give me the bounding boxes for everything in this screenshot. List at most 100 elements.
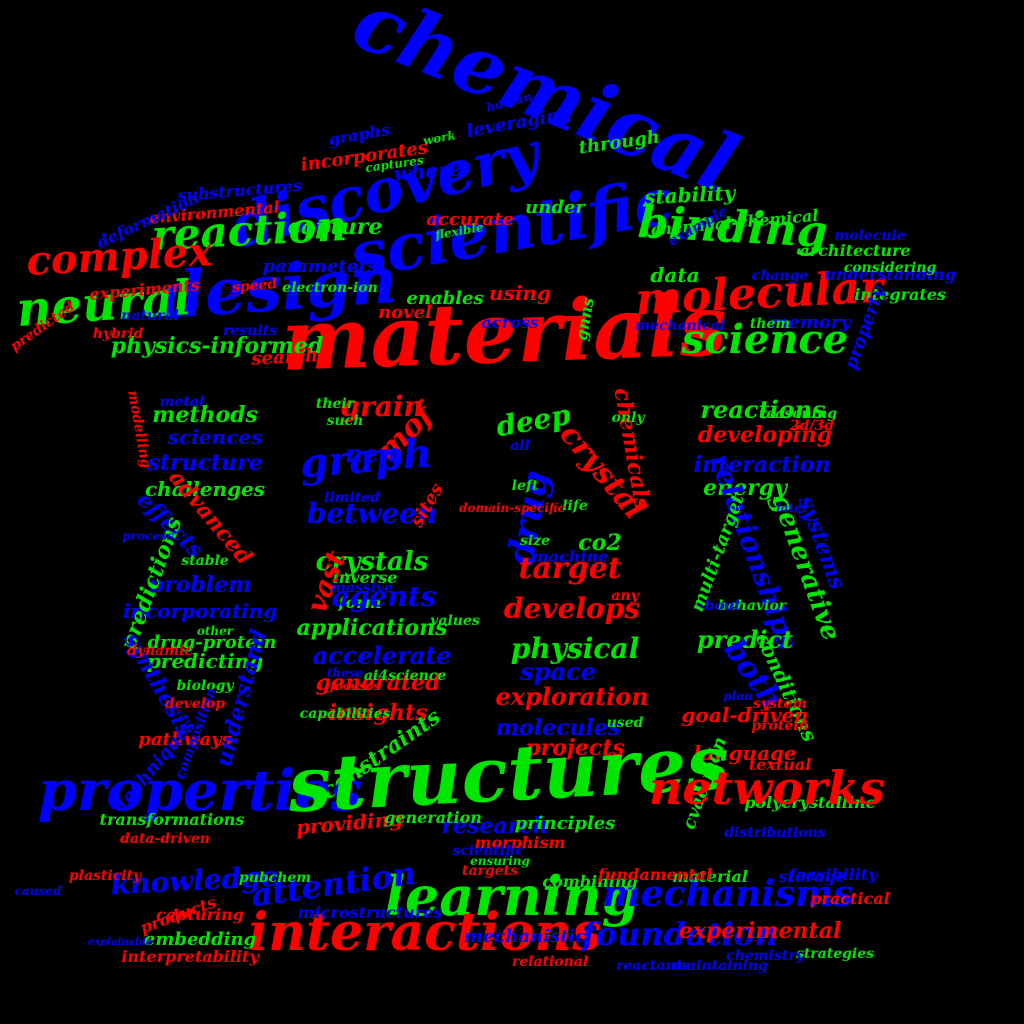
- word-capabilities: capabilities: [300, 706, 391, 722]
- word-interpretability: interpretability: [121, 947, 260, 966]
- word-these: these: [327, 666, 364, 680]
- word-energy: energy: [703, 475, 789, 501]
- word-goal-driven: goal-driven: [681, 703, 808, 727]
- word-natural: natural: [121, 308, 179, 324]
- word-targets: targets: [462, 863, 518, 879]
- word-using: using: [489, 281, 551, 305]
- word-explainable: explainable: [88, 937, 152, 948]
- word-electron-ion: electron-ion: [282, 280, 378, 296]
- word-stability: stability: [643, 181, 738, 210]
- word-parameters: parameters: [262, 256, 377, 277]
- word-neural: neural: [15, 270, 193, 338]
- word-crystals: crystals: [316, 547, 429, 577]
- word-form: form: [338, 593, 382, 612]
- word-used: used: [607, 715, 644, 731]
- word-morphism: morphism: [475, 833, 566, 852]
- word-other: other: [197, 624, 235, 638]
- word-foundation: foundation: [580, 915, 778, 953]
- word-incorporating: incorporating: [123, 599, 277, 623]
- word-machine: machine: [532, 547, 609, 566]
- word-such: such: [327, 413, 364, 429]
- word-search: search: [250, 345, 319, 370]
- word-size: size: [520, 533, 550, 549]
- word-domain-specific: domain-specific: [459, 501, 566, 515]
- word-hybrid: hybrid: [93, 326, 144, 342]
- word-pathways: pathways: [138, 729, 231, 750]
- word-storage: storage: [777, 867, 845, 886]
- word-properties: properties: [38, 758, 363, 824]
- word-ensuring: ensuring: [470, 854, 530, 868]
- word-accelerate: accelerate: [313, 641, 452, 670]
- word-drug-protein: drug-protein: [148, 632, 277, 653]
- word-embedding: embedding: [144, 929, 256, 950]
- word-science: science: [681, 316, 848, 363]
- word-chemistry: chemistry: [726, 948, 804, 964]
- word-enables: enables: [406, 288, 483, 309]
- word-mechanical: mechanical: [635, 318, 725, 334]
- word-plasticity: plasticity: [69, 868, 142, 884]
- word-pubchem: pubchem: [239, 870, 311, 886]
- word-considering: considering: [844, 260, 937, 276]
- word-develops: develops: [504, 592, 640, 625]
- word-combining: combining: [542, 872, 637, 891]
- word-problem: problem: [149, 572, 252, 598]
- word-any: any: [611, 588, 639, 604]
- word-only: only: [612, 410, 646, 426]
- word-graph: graph: [298, 429, 434, 487]
- word-results: results: [223, 323, 277, 339]
- word-maintaining: maintaining: [672, 958, 768, 974]
- word-physical: physical: [511, 632, 639, 665]
- word-materials: materials: [280, 275, 729, 389]
- word-generation: generation: [384, 808, 482, 827]
- word-experimental: experimental: [679, 918, 842, 944]
- word-interactions: interactions: [249, 902, 602, 963]
- word-caused: caused: [15, 884, 62, 898]
- word-practical: practical: [810, 889, 889, 908]
- word-exploration: exploration: [495, 682, 648, 711]
- word-microstructures: microstructures: [298, 903, 443, 922]
- word-reasoning: reasoning: [759, 406, 837, 422]
- word-physics-informed: physics-informed: [111, 333, 324, 359]
- word-polycrystalline: polycrystalline: [744, 793, 876, 812]
- word-capture: capture: [288, 214, 383, 240]
- word-speed: speed: [231, 276, 278, 296]
- word-complex: complex: [25, 228, 214, 285]
- word-develop: develop: [165, 696, 225, 712]
- word-interaction: interaction: [694, 452, 831, 478]
- word-language: language: [693, 741, 796, 765]
- word-focuses: focuses: [329, 679, 381, 693]
- word-predict: predict: [697, 625, 793, 654]
- word-metal: metal: [160, 394, 205, 410]
- word-distributions: distributions: [724, 825, 825, 841]
- word-values: values: [430, 613, 480, 629]
- word-target: target: [518, 551, 621, 586]
- word-networks: networks: [649, 761, 885, 815]
- word-limited: limited: [324, 490, 380, 506]
- word-dynamic: dynamic: [127, 643, 193, 659]
- word-space: space: [519, 657, 596, 686]
- word-where: where: [393, 156, 463, 186]
- word-sciences: sciences: [167, 425, 262, 449]
- word-system: system: [753, 696, 807, 712]
- word-mechanisms: mechanisms: [603, 873, 854, 915]
- word-design: design: [158, 243, 400, 334]
- word-integrates: integrates: [854, 285, 946, 304]
- word-later: later: [776, 501, 810, 515]
- word-structure: structure: [146, 450, 262, 476]
- word-data: data: [650, 263, 699, 287]
- word-feasibility: feasibility: [788, 865, 879, 884]
- word-relational: relational: [512, 954, 588, 970]
- word-across: across: [481, 313, 538, 332]
- word-material: material: [672, 867, 748, 886]
- word-research: research: [441, 813, 548, 839]
- word-applications: applications: [297, 615, 448, 641]
- word-novel: novel: [378, 302, 432, 323]
- word-reaction: reaction: [150, 201, 348, 260]
- word-their: their: [316, 396, 356, 412]
- word-about: about: [696, 598, 741, 614]
- word-binding: binding: [637, 197, 829, 258]
- word-challenges: challenges: [145, 477, 265, 501]
- word-life: life: [562, 498, 588, 514]
- word-transformations: transformations: [100, 810, 245, 829]
